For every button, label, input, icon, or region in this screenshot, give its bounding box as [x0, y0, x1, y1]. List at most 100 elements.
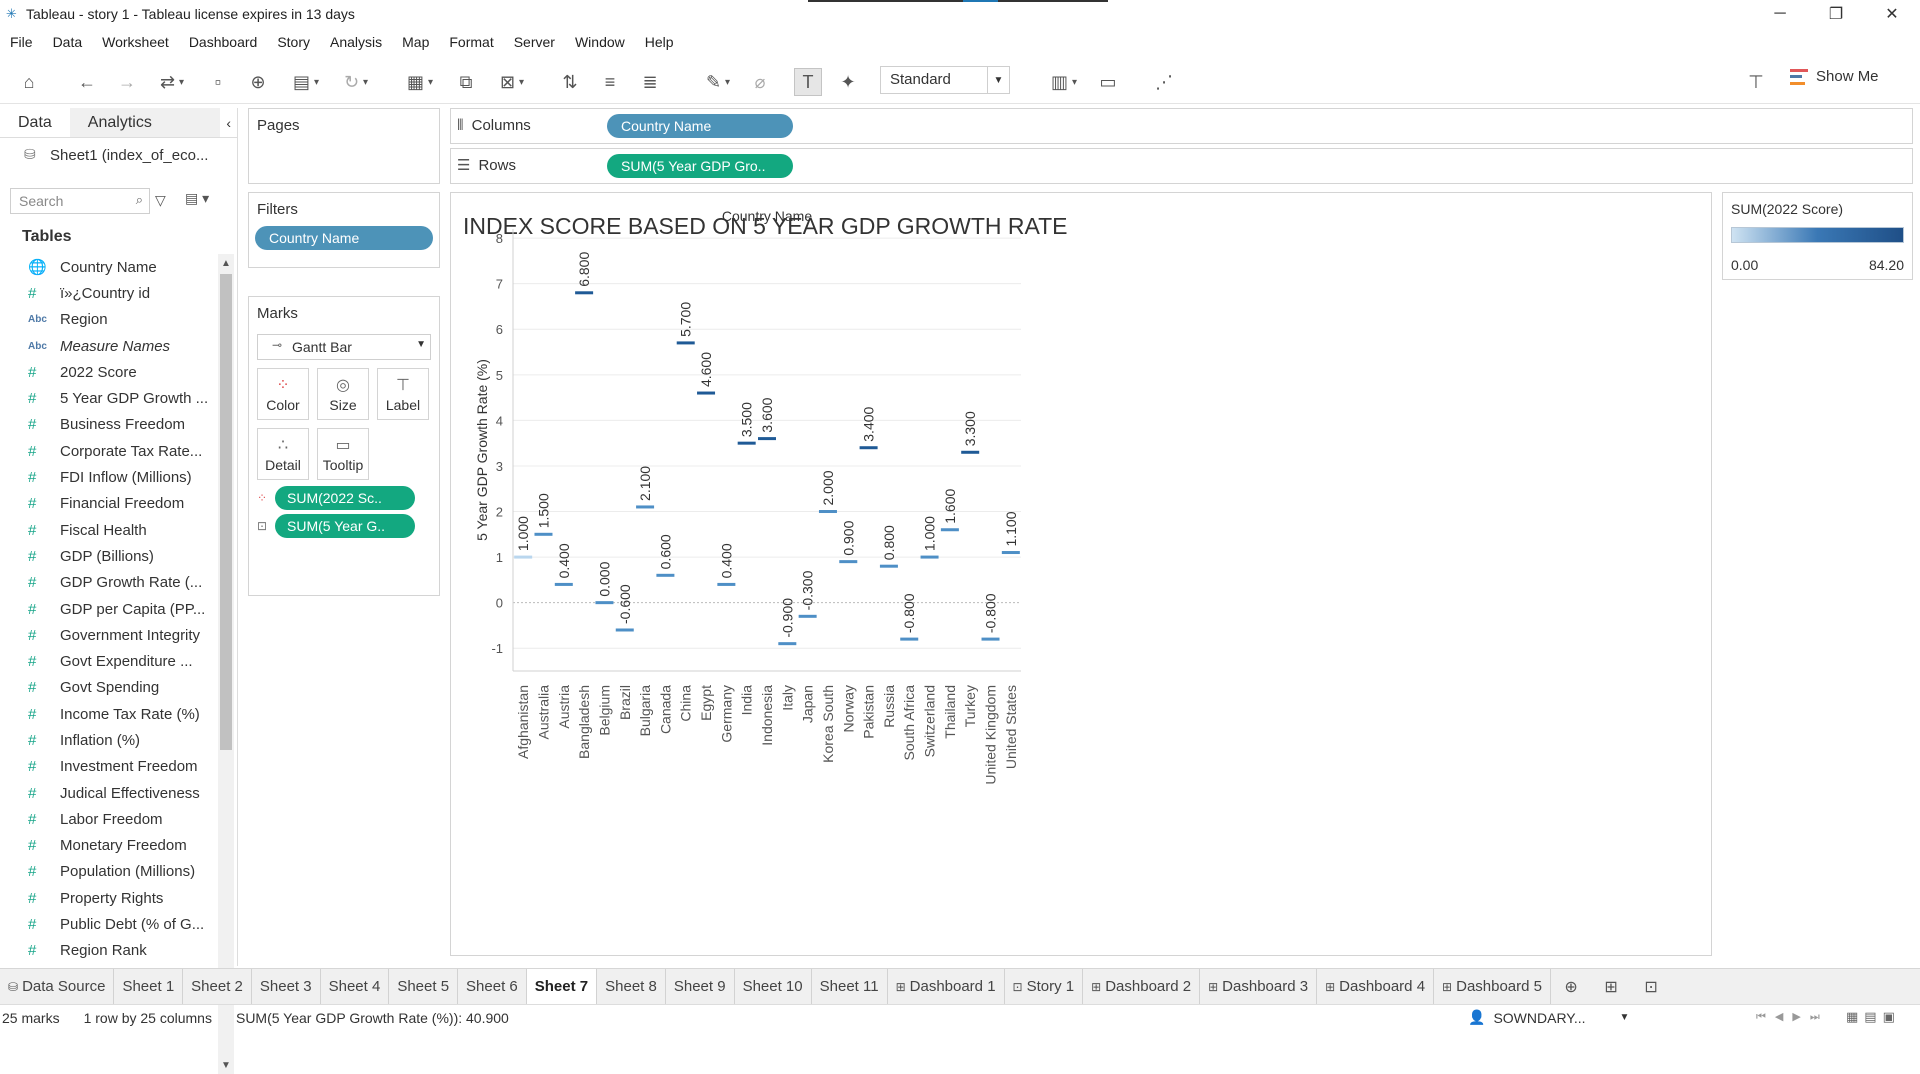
- sheet-navigation-icons[interactable]: ⏮◀▶⏭: [1756, 1011, 1829, 1023]
- menu-data[interactable]: Data: [52, 34, 83, 50]
- field-item[interactable]: # Govt Expenditure ...: [0, 648, 215, 674]
- show-cards-icon[interactable]: ▥: [1040, 68, 1088, 96]
- field-item[interactable]: # Labor Freedom: [0, 806, 215, 832]
- sheet-tab-dashboard-1[interactable]: ⊞ Dashboard 1: [888, 968, 1005, 1005]
- replay-icon[interactable]: ⇄: [150, 68, 194, 96]
- field-item[interactable]: # Business Freedom: [0, 412, 215, 438]
- mark-pill-gdp-growth[interactable]: SUM(5 Year G..: [275, 514, 415, 538]
- sheet-tab-sheet-2[interactable]: Sheet 2: [183, 968, 252, 1005]
- field-item[interactable]: #2022 Score: [0, 359, 215, 385]
- label-button[interactable]: ⊤ Label: [377, 368, 429, 420]
- sheet-tab-story-1[interactable]: ⊡ Story 1: [1005, 968, 1084, 1005]
- field-item[interactable]: # Corporate Tax Rate...: [0, 438, 215, 464]
- field-item[interactable]: # ï»¿Country id: [0, 280, 215, 306]
- field-item[interactable]: 🌐 Country Name: [0, 254, 215, 280]
- show-me-button[interactable]: Show Me: [1790, 68, 1879, 85]
- restore-button[interactable]: ❐: [1828, 6, 1844, 23]
- mark-type-select[interactable]: ⊸ Gantt Bar ▼: [257, 334, 431, 360]
- filters-card[interactable]: Filters Country Name: [248, 192, 440, 268]
- detail-button[interactable]: ∴ Detail: [257, 428, 309, 480]
- refresh-icon[interactable]: ↻: [334, 68, 378, 96]
- menu-map[interactable]: Map: [402, 34, 430, 50]
- sheet-tab-sheet-10[interactable]: Sheet 10: [735, 968, 812, 1005]
- redo-icon[interactable]: →: [118, 71, 136, 92]
- save-icon[interactable]: ▫: [214, 71, 222, 92]
- sheet-tab-dashboard-3[interactable]: ⊞ Dashboard 3: [1200, 968, 1318, 1005]
- field-item[interactable]: # Judical Effectiveness: [0, 780, 215, 806]
- menu-format[interactable]: Format: [449, 34, 494, 50]
- field-item[interactable]: # Fiscal Health: [0, 517, 215, 543]
- columns-shelf[interactable]: ⦀ Columns Country Name: [450, 108, 1913, 144]
- swap-rows-columns-icon[interactable]: ⇅: [562, 71, 578, 92]
- field-item[interactable]: # Inflation (%): [0, 727, 215, 753]
- color-legend[interactable]: SUM(2022 Score) 0.00 84.20: [1722, 192, 1913, 280]
- fix-axes-icon[interactable]: ✦: [840, 71, 856, 92]
- presentation-mode-icon[interactable]: ▭: [1099, 71, 1117, 92]
- collapse-pane-icon[interactable]: ‹: [226, 115, 231, 131]
- field-item[interactable]: Abc Measure Names: [0, 333, 215, 359]
- sheet-tab-dashboard-5[interactable]: ⊞ Dashboard 5: [1434, 968, 1552, 1005]
- menu-file[interactable]: File: [10, 34, 33, 50]
- sheet-tab-sheet-1[interactable]: Sheet 1: [114, 968, 184, 1005]
- field-item[interactable]: # Region Rank: [0, 938, 215, 964]
- undo-icon[interactable]: ←: [78, 71, 96, 92]
- scroll-up-icon[interactable]: ▲: [221, 257, 231, 269]
- pages-card[interactable]: Pages: [248, 108, 440, 184]
- menu-worksheet[interactable]: Worksheet: [102, 34, 169, 50]
- sheet-tab-sheet-4[interactable]: Sheet 4: [321, 968, 390, 1005]
- sheet-tab-sheet-9[interactable]: Sheet 9: [666, 968, 735, 1005]
- sheet-tab-sheet-5[interactable]: Sheet 5: [389, 968, 459, 1005]
- new-worksheet-icon[interactable]: ▦: [398, 68, 442, 96]
- sheet-tab-dashboard-4[interactable]: ⊞ Dashboard 4: [1317, 968, 1435, 1005]
- rows-shelf[interactable]: ☰ Rows SUM(5 Year GDP Gro..: [450, 148, 1913, 184]
- field-list-scrollbar[interactable]: ▲ ▼: [218, 254, 234, 1074]
- sheet-tab-sheet-6[interactable]: Sheet 6: [458, 968, 527, 1005]
- close-button[interactable]: ✕: [1885, 6, 1899, 23]
- fit-mode-select[interactable]: Standard ▼: [880, 66, 1010, 94]
- tab-analytics[interactable]: Analytics: [69, 108, 220, 137]
- duplicate-sheet-icon[interactable]: ⧉: [459, 71, 473, 92]
- sheet-tab-sheet-7[interactable]: Sheet 7: [526, 968, 598, 1005]
- sheet-tab-dashboard-2[interactable]: ⊞ Dashboard 2: [1083, 968, 1201, 1005]
- tooltip-button[interactable]: ▭ Tooltip: [317, 428, 369, 480]
- field-item[interactable]: # Property Rights: [0, 885, 215, 911]
- tab-data[interactable]: Data: [0, 108, 70, 137]
- filter-fields-icon[interactable]: ▽: [155, 192, 166, 208]
- home-icon[interactable]: ⌂: [23, 71, 35, 92]
- show-mark-labels-icon[interactable]: T: [794, 68, 822, 96]
- group-members-icon[interactable]: ⌀: [754, 71, 766, 92]
- sheet-view-icons[interactable]: ▦▤▣: [1846, 1009, 1901, 1024]
- field-item[interactable]: # GDP per Capita (PP...: [0, 596, 215, 622]
- field-item[interactable]: # Population (Millions): [0, 859, 215, 885]
- format-painter-icon[interactable]: ⊤: [1748, 71, 1764, 92]
- field-item[interactable]: # GDP Growth Rate (...: [0, 570, 215, 596]
- new-data-source-icon[interactable]: ⊕: [250, 71, 266, 92]
- field-item[interactable]: # Financial Freedom: [0, 491, 215, 517]
- pause-updates-icon[interactable]: ▤: [284, 68, 328, 96]
- field-item[interactable]: # GDP (Billions): [0, 543, 215, 569]
- field-item[interactable]: # FDI Inflow (Millions): [0, 464, 215, 490]
- field-item[interactable]: #5 Year GDP Growth ...: [0, 385, 215, 411]
- menu-story[interactable]: Story: [277, 34, 310, 50]
- view-options-icon[interactable]: ▤ ▾: [185, 190, 210, 206]
- menu-analysis[interactable]: Analysis: [330, 34, 383, 50]
- field-item[interactable]: # Income Tax Rate (%): [0, 701, 215, 727]
- data-source-item[interactable]: ⛁ Sheet1 (index_of_eco...: [0, 138, 237, 172]
- scroll-down-icon[interactable]: ▼: [221, 1059, 231, 1071]
- field-search-input[interactable]: Search ⌕: [10, 188, 150, 214]
- sheet-tab-sheet-11[interactable]: Sheet 11: [812, 968, 888, 1005]
- clear-sheet-icon[interactable]: ⊠: [490, 68, 534, 96]
- menu-window[interactable]: Window: [574, 34, 625, 50]
- mark-pill-2022-score[interactable]: SUM(2022 Sc..: [275, 486, 415, 510]
- field-item[interactable]: # Public Debt (% of G...: [0, 911, 215, 937]
- sheet-tab-sheet-3[interactable]: Sheet 3: [252, 968, 321, 1005]
- new-dashboard-icon[interactable]: ⊞: [1604, 978, 1618, 996]
- minimize-button[interactable]: ─: [1774, 5, 1786, 22]
- share-icon[interactable]: ⋰: [1155, 71, 1173, 92]
- field-item[interactable]: # Government Integrity: [0, 622, 215, 648]
- field-item[interactable]: # Govt Spending: [0, 675, 215, 701]
- user-menu[interactable]: 👤 SOWNDARY... ▼: [1468, 1009, 1629, 1026]
- new-story-icon[interactable]: ⊡: [1644, 978, 1658, 996]
- rows-pill-gdp-growth[interactable]: SUM(5 Year GDP Gro..: [607, 154, 793, 178]
- field-item[interactable]: # Investment Freedom: [0, 754, 215, 780]
